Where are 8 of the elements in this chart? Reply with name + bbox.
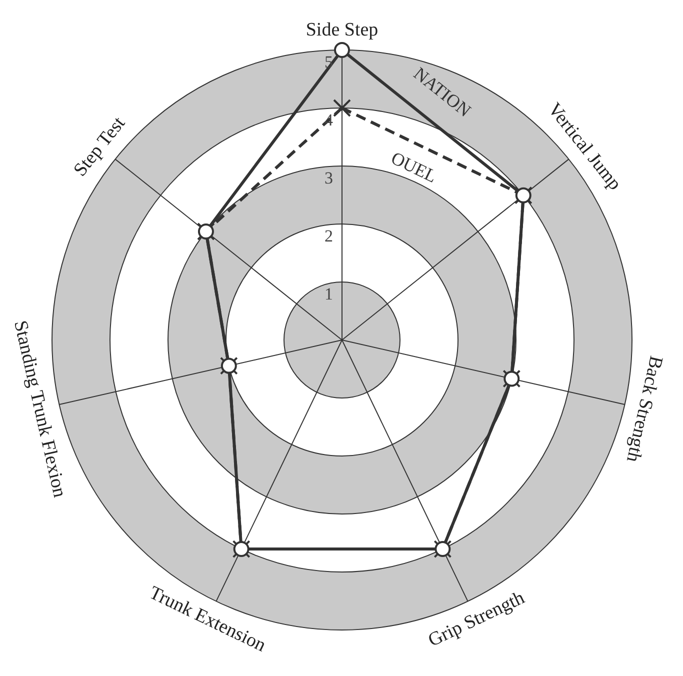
y-tick-label: 3 (324, 168, 333, 188)
spoke-label: Standing Trunk Flexion (9, 318, 70, 500)
text: OUEL (388, 148, 440, 187)
spoke-label: Side Step (306, 20, 378, 40)
spoke-label: Step Test (70, 112, 130, 180)
y-tick-label: 2 (324, 226, 333, 246)
spoke-label: Back Strength (622, 354, 666, 465)
y-tick-label: 1 (324, 284, 333, 304)
